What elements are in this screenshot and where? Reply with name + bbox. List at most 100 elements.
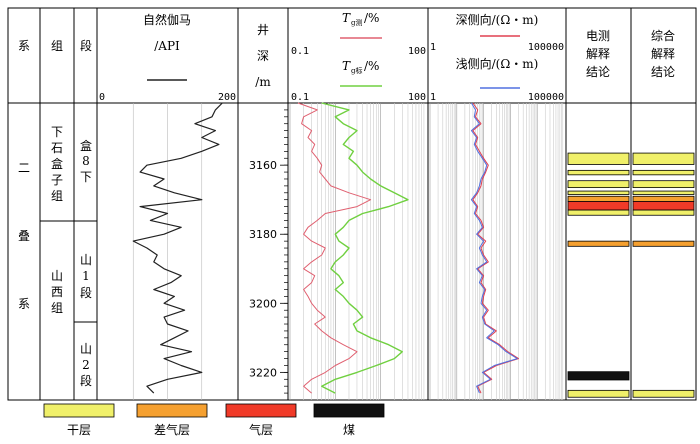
svg-text:西: 西 [51,285,63,299]
depth-header-3: /m [255,75,271,89]
elec-interp-band [567,169,630,176]
t-lower-min: 0.1 [291,92,309,103]
legend-swatch-coal [313,403,385,418]
legend-label-gas: 气层 [249,422,273,437]
svg-text:山: 山 [80,342,92,356]
elec-header-3: 结论 [586,65,610,79]
elec-interp-band [567,190,630,195]
legend-label-poor_gas: 差气层 [154,422,190,437]
header-system: 系 [18,39,30,53]
interpretation-layer [567,152,695,398]
elec-interp-band [567,371,630,381]
strata-system-2: 叠 [18,229,30,243]
comp-header-3: 结论 [651,65,675,79]
svg-text:盒: 盒 [80,138,92,153]
gamma-unit: /API [154,39,180,53]
legend-swatch-poor_gas [136,403,208,418]
t-lower-suffix: /% [364,59,379,73]
elec-interp-band [567,389,630,398]
legend-label-dry: 干层 [67,423,91,437]
strata-section-2: 山 1 段 [80,253,92,300]
elec-header-1: 电测 [586,29,610,43]
elec-interp-band [567,195,630,202]
comp-interp-band [632,152,695,165]
svg-text:组: 组 [51,301,63,315]
res-deep-label: 深侧向/(Ω・m) [456,12,539,27]
res-deep-min: 1 [430,42,436,53]
depth-header-2: 深 [257,49,269,63]
strata-system: 二 叠 系 [18,161,30,311]
comp-interp-band [632,240,695,247]
grid-layer [132,103,564,400]
svg-text:段: 段 [80,373,92,388]
svg-text:下: 下 [80,170,92,184]
t-upper-min: 0.1 [291,46,309,57]
t-lower-max: 100 [408,92,426,103]
elec-interp-band [567,240,630,247]
gamma-curve [132,102,223,394]
elec-interp-band [567,152,630,165]
t-upper-sub: g测 [351,19,362,27]
column-dividers [39,8,632,400]
comp-interp-band [632,169,695,176]
strata-section-3: 山 2 段 [80,342,92,388]
svg-text:山: 山 [80,253,92,267]
header-section: 段 [80,38,92,53]
gamma-max: 200 [218,92,236,103]
comp-interp-band [632,190,695,195]
comp-interp-band [632,209,695,216]
depth-tick-label: 3160 [249,159,277,172]
svg-text:子: 子 [51,173,63,187]
comp-header-1: 综合 [651,28,675,43]
res-shallow-max: 100000 [528,92,564,103]
strata-system-3: 系 [18,297,30,311]
comp-header-2: 解释 [651,47,675,61]
svg-text:2: 2 [82,358,90,372]
elec-interp-band [567,201,630,211]
t-upper-curve [297,102,372,394]
depth-axis: 3160 3180 3200 3220 [249,102,288,401]
res-shallow-min: 1 [430,92,436,103]
elec-interp-band [567,180,630,189]
svg-text:组: 组 [51,189,63,203]
comp-interp-band [632,195,695,202]
depth-tick-label: 3200 [249,297,277,310]
svg-text:段: 段 [80,285,92,300]
elec-header-2: 解释 [586,47,610,61]
header-group: 组 [51,39,63,53]
comp-interp-band [632,201,695,211]
res-deep-curve [472,102,519,394]
comp-interp-band [632,389,695,398]
svg-text:盒: 盒 [51,156,63,171]
depth-header-1: 井 [257,23,269,37]
svg-text:下: 下 [51,125,63,139]
svg-text:8: 8 [82,154,90,168]
t-upper-label: T [342,11,351,25]
gamma-min: 0 [99,92,105,103]
strata-group-upper: 下 石 盒 子 组 [51,125,63,203]
t-lower-curve [321,102,409,394]
comp-interp-band [632,180,695,189]
depth-tick-label: 3180 [249,228,277,241]
curve-layer [132,102,519,394]
res-deep-max: 100000 [528,42,564,53]
svg-text:山: 山 [51,269,63,283]
res-shallow-curve [470,102,518,394]
strata-system-1: 二 [18,161,30,175]
strata-section-1: 盒 8 下 [80,138,92,184]
svg-text:1: 1 [82,269,90,283]
legend-label-coal: 煤 [343,423,355,437]
legend-swatch-gas [225,403,297,418]
strata-group-lower: 山 西 组 [51,269,63,315]
t-lower-label: T [342,59,351,73]
depth-tick-label: 3220 [249,366,277,379]
elec-interp-band [567,209,630,216]
t-upper-max: 100 [408,46,426,57]
legend-swatch-dry [43,403,115,418]
chart-frame [7,7,697,401]
res-shallow-label: 浅侧向/(Ω・m) [456,56,539,71]
legend: 干层 差气层 气层 煤 [43,403,385,437]
t-upper-suffix: /% [364,11,379,25]
